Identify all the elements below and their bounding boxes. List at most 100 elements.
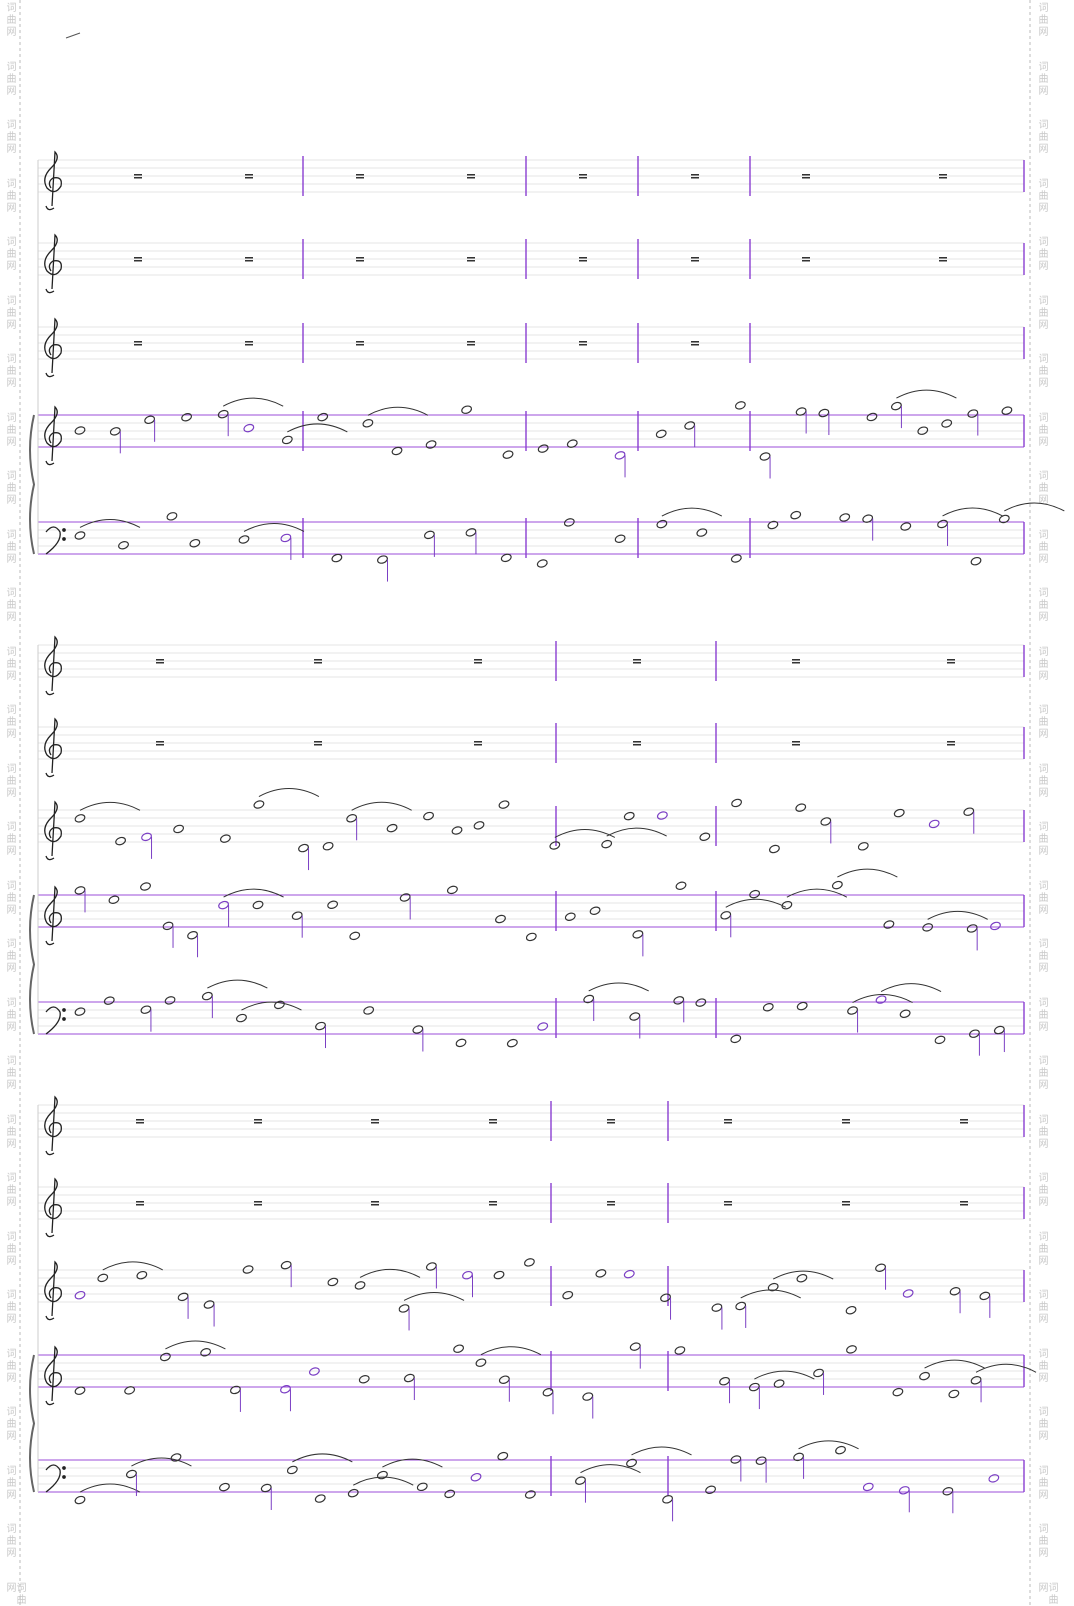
slur	[222, 397, 284, 407]
note-head	[998, 514, 1010, 524]
slur	[837, 868, 898, 878]
bass-clef	[45, 526, 66, 555]
note-head	[674, 1346, 686, 1355]
clef-shape	[45, 1006, 61, 1035]
watermark: 词曲网	[1036, 119, 1047, 155]
slur	[661, 507, 723, 517]
note-head	[675, 881, 687, 890]
note-head	[363, 1006, 375, 1015]
note-head	[253, 800, 265, 809]
brace	[29, 894, 36, 1035]
note-head	[893, 808, 905, 818]
rest	[842, 1204, 850, 1206]
note-head	[892, 1387, 904, 1397]
note-head	[970, 556, 982, 566]
rest	[356, 260, 364, 262]
rest	[691, 344, 699, 346]
rest	[691, 257, 699, 259]
treble-clef	[44, 800, 62, 861]
note-head	[177, 1292, 189, 1302]
note-head	[475, 1358, 487, 1367]
watermark: 词曲网	[4, 938, 15, 974]
note-head	[74, 814, 86, 823]
watermark: 词曲网	[1036, 528, 1047, 565]
clef-shape	[44, 1177, 62, 1238]
clef-dot	[62, 1475, 66, 1479]
rest	[939, 177, 947, 179]
mark	[65, 32, 81, 39]
note-head	[280, 1384, 291, 1394]
rest	[802, 174, 810, 176]
note-head	[349, 931, 361, 941]
slur	[223, 888, 284, 898]
rest	[314, 744, 322, 746]
note-head	[252, 900, 264, 910]
note-head	[74, 1007, 86, 1016]
note-head	[1001, 406, 1013, 415]
note-head	[103, 996, 115, 1005]
clef-shape	[44, 233, 62, 294]
rest	[474, 741, 482, 743]
watermark: 词曲网	[1036, 294, 1047, 331]
clef-dot	[62, 537, 66, 541]
rest	[371, 1201, 379, 1203]
watermark: 词曲网	[4, 1406, 15, 1442]
slur	[207, 979, 268, 989]
rest	[607, 1122, 615, 1124]
slur	[580, 1464, 641, 1474]
slur	[287, 423, 348, 433]
watermark: 词曲网	[1036, 938, 1047, 974]
watermark: 词曲网	[4, 996, 15, 1033]
note-head	[109, 427, 121, 436]
treble-clef	[44, 885, 62, 946]
note-head	[217, 409, 229, 419]
note-head	[623, 811, 635, 821]
note-head	[308, 1367, 320, 1376]
rest	[356, 177, 364, 179]
clef-dot	[62, 1466, 66, 1470]
watermark: 词曲网	[4, 470, 15, 506]
watermark: 词曲网	[1036, 1055, 1047, 1091]
note-head	[790, 510, 802, 520]
note-head	[140, 882, 151, 891]
note-head	[796, 1273, 808, 1283]
watermark: 词曲网	[4, 1289, 15, 1325]
note-head	[773, 1379, 785, 1388]
note-head	[632, 930, 644, 939]
note-head	[917, 426, 929, 435]
note-head	[425, 1262, 437, 1271]
note-head	[537, 1022, 549, 1031]
note-head	[358, 1375, 370, 1384]
rest	[607, 1201, 615, 1203]
note-head	[125, 1469, 137, 1479]
note-head	[170, 1453, 182, 1462]
rest	[579, 177, 587, 179]
rest	[245, 257, 253, 259]
note-head	[465, 528, 477, 537]
brace	[29, 414, 36, 555]
watermark: 词曲网	[1036, 996, 1047, 1033]
slur	[852, 994, 913, 1003]
rest	[134, 341, 142, 343]
note-head	[759, 452, 771, 461]
note-head	[831, 880, 843, 890]
watermark: 词曲网	[1036, 470, 1047, 506]
note-head	[181, 413, 193, 422]
note-head	[377, 555, 388, 564]
treble-clef	[44, 1177, 62, 1238]
note-head	[524, 1490, 536, 1499]
slur	[927, 910, 988, 920]
watermark: 词曲网	[4, 762, 15, 799]
slur	[772, 1270, 834, 1280]
clef-dot	[62, 1008, 66, 1012]
note-head	[656, 519, 668, 529]
note-head	[695, 998, 707, 1007]
note-head	[291, 911, 303, 920]
slur	[740, 1289, 801, 1299]
slur	[480, 1346, 542, 1356]
note-head	[399, 893, 411, 902]
note-head	[189, 538, 201, 548]
watermark: 词曲网	[1036, 236, 1047, 272]
note-head	[451, 826, 463, 835]
rest	[467, 260, 475, 262]
